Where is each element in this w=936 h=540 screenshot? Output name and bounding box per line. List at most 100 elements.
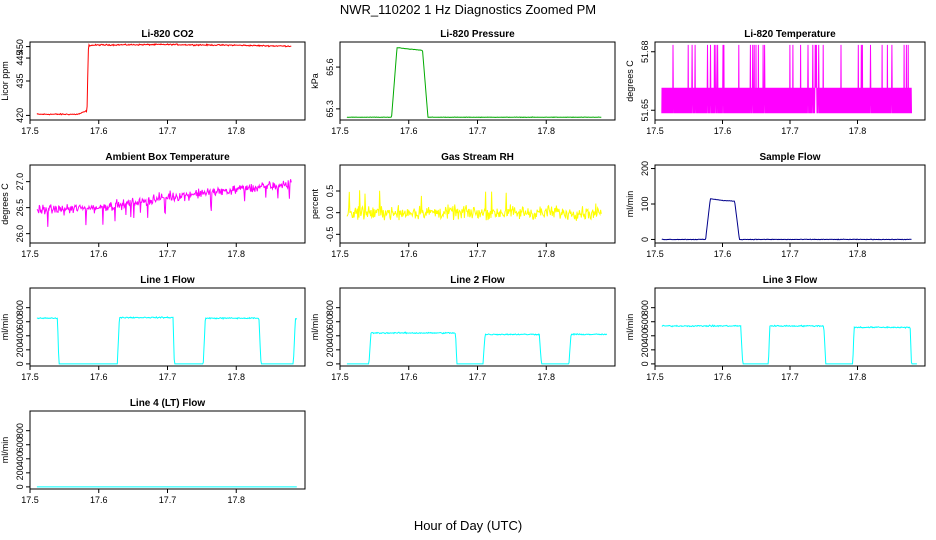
x-tick-label: 17.7 xyxy=(469,249,487,259)
x-tick-label: 17.6 xyxy=(714,249,732,259)
x-tick-label: 17.8 xyxy=(849,372,867,382)
x-tick-label: 17.6 xyxy=(90,249,108,259)
y-axis-label: degrees C xyxy=(625,60,635,102)
plot-frame xyxy=(339,287,616,367)
series-line xyxy=(346,331,608,365)
y-tick-label: 400 xyxy=(325,328,335,343)
x-axis-title: Hour of Day (UTC) xyxy=(413,518,523,533)
series-line xyxy=(36,42,292,116)
y-tick-label: 0 xyxy=(325,361,335,366)
y-tick-label: 100 xyxy=(640,196,650,211)
y-axis-label: ml/min xyxy=(310,314,320,341)
y-tick-label: 0 xyxy=(15,361,25,366)
x-tick-label: 17.5 xyxy=(21,372,39,382)
y-axis-label: degrees C xyxy=(0,183,10,225)
y-tick-label: 600 xyxy=(325,314,335,329)
panel-title: Gas Stream RH xyxy=(441,152,514,163)
y-tick-label: 26.5 xyxy=(15,199,25,217)
y-tick-label: 0.0 xyxy=(325,206,335,219)
y-tick-label: 800 xyxy=(15,423,25,438)
y-tick-label: 600 xyxy=(15,437,25,452)
y-tick-label: 445 xyxy=(15,51,25,66)
panel-title: Sample Flow xyxy=(759,152,820,163)
panel-title: Line 3 Flow xyxy=(763,275,818,286)
x-tick-label: 17.7 xyxy=(159,372,177,382)
x-tick-label: 17.6 xyxy=(714,372,732,382)
panel-title: Line 2 Flow xyxy=(450,275,505,286)
y-axis-label: ml/min xyxy=(0,437,10,464)
x-tick-label: 17.8 xyxy=(537,372,555,382)
panel-6: Sample Flow ml/min 17.5 17.6 17.7 17.8 0 100 200 xyxy=(625,152,926,259)
y-tick-label: -0.5 xyxy=(325,227,335,243)
y-axis-label: ml/min xyxy=(0,314,10,341)
x-tick-label: 17.7 xyxy=(159,126,177,136)
y-tick-label: 65.6 xyxy=(325,58,335,76)
x-tick-label: 17.5 xyxy=(646,372,664,382)
plot-frame xyxy=(29,410,306,490)
y-tick-label: 27.0 xyxy=(15,173,25,191)
plot-frame xyxy=(654,164,926,244)
plot-frame xyxy=(339,164,616,244)
x-tick-label: 17.5 xyxy=(331,372,349,382)
y-tick-label: 800 xyxy=(640,300,650,315)
panel-title: Li-820 Temperature xyxy=(744,29,836,40)
x-tick-label: 17.6 xyxy=(90,372,108,382)
x-tick-label: 17.6 xyxy=(400,249,418,259)
x-tick-label: 17.6 xyxy=(90,126,108,136)
panel-1: Li-820 CO2 Licor ppm 17.5 17.6 17.7 17.8 420 43… xyxy=(0,29,306,136)
y-tick-label: 200 xyxy=(15,342,25,357)
series-line xyxy=(661,324,917,365)
y-axis-label: ml/min xyxy=(625,314,635,341)
x-tick-label: 17.5 xyxy=(331,249,349,259)
series-line xyxy=(346,47,602,119)
x-tick-label: 17.7 xyxy=(469,372,487,382)
y-tick-label: 200 xyxy=(640,161,650,176)
y-tick-label: 51.68 xyxy=(640,40,650,63)
plot-frame xyxy=(29,287,306,367)
plot-frame xyxy=(29,41,306,121)
y-tick-label: 435 xyxy=(15,73,25,88)
series-line xyxy=(661,198,912,241)
panel-9: Line 3 Flow ml/min 17.5 17.6 17.7 17.8 0 200400… xyxy=(625,275,926,382)
series-line xyxy=(346,190,602,221)
y-tick-label: 600 xyxy=(15,314,25,329)
panel-2: Li-820 Pressure kPa 17.5 17.6 17.7 17.8 65.3 65… xyxy=(310,29,616,136)
y-tick-label: 0 xyxy=(640,361,650,366)
y-tick-label: 0 xyxy=(15,484,25,489)
panel-title: Li-820 Pressure xyxy=(440,29,515,40)
y-tick-label: 0 xyxy=(640,237,650,242)
panel-title: Line 1 Flow xyxy=(140,275,195,286)
y-axis-label: ml/min xyxy=(625,191,635,218)
y-tick-label: 800 xyxy=(15,300,25,315)
x-tick-label: 17.8 xyxy=(227,249,245,259)
x-tick-label: 17.7 xyxy=(781,249,799,259)
y-tick-label: 200 xyxy=(15,465,25,480)
x-tick-label: 17.6 xyxy=(400,126,418,136)
y-tick-label: 200 xyxy=(640,342,650,357)
panel-title: Ambient Box Temperature xyxy=(105,152,230,163)
x-tick-label: 17.8 xyxy=(227,126,245,136)
x-tick-label: 17.7 xyxy=(159,249,177,259)
x-tick-label: 17.5 xyxy=(646,249,664,259)
y-tick-label: 450 xyxy=(15,39,25,54)
y-tick-label: 0.5 xyxy=(325,185,335,198)
y-axis-label: Licor ppm xyxy=(0,61,10,101)
x-tick-label: 17.7 xyxy=(781,372,799,382)
x-tick-label: 17.8 xyxy=(849,126,867,136)
series-line xyxy=(661,44,912,114)
y-tick-label: 51.65 xyxy=(640,99,650,122)
x-tick-label: 17.7 xyxy=(469,126,487,136)
x-tick-label: 17.8 xyxy=(537,126,555,136)
plot-frame xyxy=(339,41,616,121)
y-tick-label: 400 xyxy=(15,451,25,466)
x-tick-label: 17.7 xyxy=(159,495,177,505)
panel-10: Line 4 (LT) Flow ml/min 17.5 17.6 17.7 17.8 0 2… xyxy=(0,398,306,505)
y-tick-label: 200 xyxy=(325,342,335,357)
x-tick-label: 17.5 xyxy=(21,495,39,505)
panel-3: Li-820 Temperature degrees C 17.5 17.6 17.7 1… xyxy=(625,29,926,136)
x-tick-label: 17.8 xyxy=(227,372,245,382)
x-tick-label: 17.5 xyxy=(21,249,39,259)
y-axis-label: percent xyxy=(310,188,320,219)
series-line xyxy=(36,316,298,365)
